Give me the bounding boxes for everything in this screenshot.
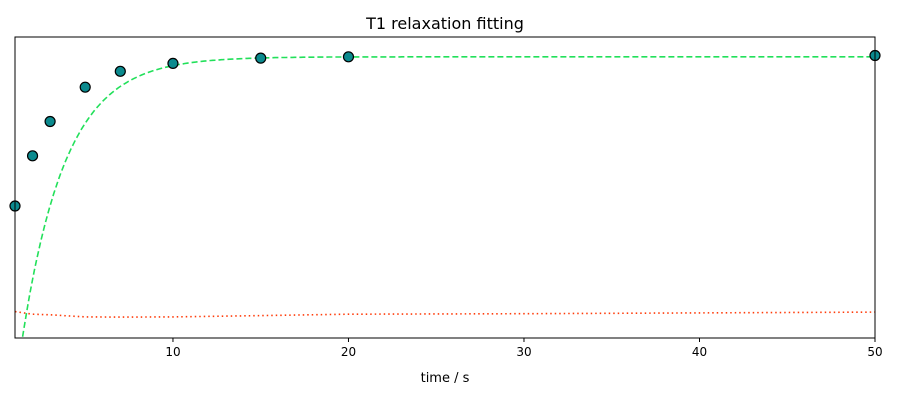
- chart-title: T1 relaxation fitting: [365, 14, 524, 33]
- data-point: [26, 150, 39, 162]
- x-tick-label: 30: [516, 345, 531, 359]
- x-axis-label: time / s: [421, 371, 470, 386]
- plot-frame: [14, 36, 876, 339]
- data-point: [342, 51, 355, 63]
- x-tick-label: 20: [341, 345, 356, 359]
- data-point: [79, 81, 91, 93]
- x-tick-label: 10: [165, 345, 180, 359]
- x-tick-label: 40: [692, 345, 707, 359]
- fit-curve: [21, 56, 875, 338]
- x-tick-label: 50: [867, 345, 882, 359]
- residuals-line: [15, 310, 875, 318]
- data-point: [44, 115, 56, 128]
- data-point: [114, 65, 126, 77]
- data-point: [167, 57, 179, 70]
- data-point: [255, 52, 267, 64]
- x-axis: 10 20 30 40 50: [165, 338, 883, 359]
- plot-area: [9, 49, 881, 338]
